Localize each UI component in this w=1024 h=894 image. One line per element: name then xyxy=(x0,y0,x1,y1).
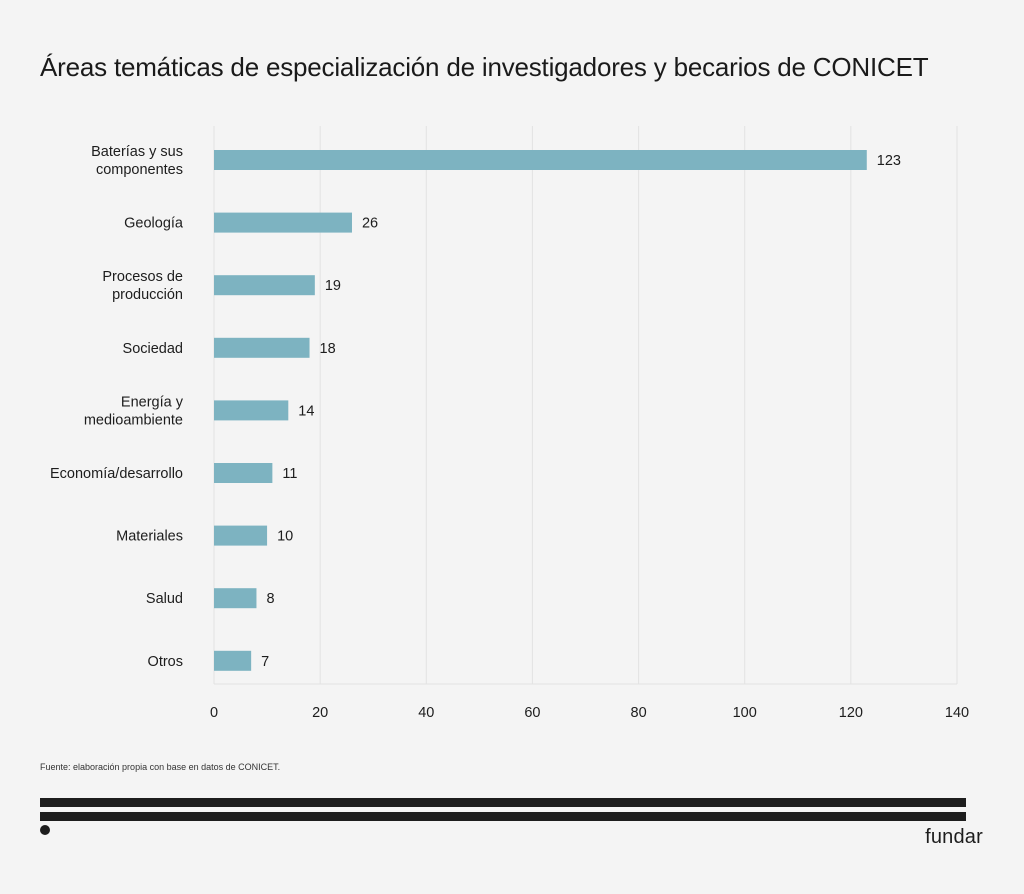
gridlines xyxy=(213,126,958,685)
bar xyxy=(214,400,289,421)
x-tick-label: 80 xyxy=(631,705,647,721)
chart-title: Áreas temáticas de especialización de in… xyxy=(40,52,929,82)
bar xyxy=(214,525,268,546)
bar-value-label: 7 xyxy=(261,654,269,670)
category-label-line: Procesos de xyxy=(102,269,183,285)
category-label-line: Geología xyxy=(124,216,184,232)
bar xyxy=(214,212,352,233)
category-label: Procesos de producción xyxy=(102,269,183,303)
bar-value-label: 26 xyxy=(362,216,378,232)
category-label: Materiales xyxy=(116,529,183,545)
footer-rule-bottom xyxy=(40,812,966,821)
bar-value-label: 10 xyxy=(277,529,293,545)
category-label-line: Baterías y sus xyxy=(91,144,183,160)
category-label: Geología xyxy=(124,216,184,232)
x-tick-label: 120 xyxy=(839,705,863,721)
bar xyxy=(214,463,273,483)
bar-value-label: 18 xyxy=(320,341,336,357)
category-label-line: Materiales xyxy=(116,529,183,545)
bar xyxy=(214,588,257,609)
bar xyxy=(214,337,310,358)
x-tick-label: 100 xyxy=(733,705,757,721)
category-label-line: Energía y xyxy=(121,394,184,410)
x-tick-label: 20 xyxy=(312,705,328,721)
category-label: Baterías y sus componentes xyxy=(91,144,183,178)
bar-value-label: 19 xyxy=(325,278,341,294)
category-labels: Baterías y sus componentes Geología Proceso… xyxy=(50,144,184,670)
bar-value-label: 123 xyxy=(877,153,901,169)
x-tick-label: 0 xyxy=(210,705,218,721)
bar xyxy=(214,650,252,671)
x-tick-label: 40 xyxy=(418,705,434,721)
source-note: Fuente: elaboración propia con base en d… xyxy=(40,762,281,772)
x-tick-label: 60 xyxy=(524,705,540,721)
category-label-line: componentes xyxy=(96,162,183,178)
category-label-line: Sociedad xyxy=(123,341,183,357)
category-label: Energía y medioambiente xyxy=(84,394,184,428)
category-label-line: producción xyxy=(112,287,183,303)
bar-value-label: 11 xyxy=(282,466,297,482)
category-label: Salud xyxy=(146,591,183,607)
category-label: Economía/desarrollo xyxy=(50,466,183,482)
category-label-line: Otros xyxy=(148,654,183,670)
bar xyxy=(214,150,867,170)
x-tick-label: 140 xyxy=(945,705,969,721)
footer-rule-top xyxy=(40,798,966,807)
category-label-line: medioambiente xyxy=(84,412,183,428)
bars xyxy=(214,150,867,671)
bar-value-label: 14 xyxy=(298,403,314,419)
category-label-line: Salud xyxy=(146,591,183,607)
bar-chart: Baterías y sus componentes Geología Proceso… xyxy=(50,126,969,721)
category-label: Otros xyxy=(148,654,183,670)
x-axis-ticks: 0 20 40 60 80 100 120 140 xyxy=(210,705,969,721)
footer-dot xyxy=(40,825,50,835)
value-labels: 123 26 19 18 14 11 10 8 7 xyxy=(261,153,901,670)
bar-value-label: 8 xyxy=(266,591,274,607)
category-label-line: Economía/desarrollo xyxy=(50,466,183,482)
category-label: Sociedad xyxy=(123,341,183,357)
bar xyxy=(214,275,315,296)
brand-logo: fundar xyxy=(925,826,983,848)
